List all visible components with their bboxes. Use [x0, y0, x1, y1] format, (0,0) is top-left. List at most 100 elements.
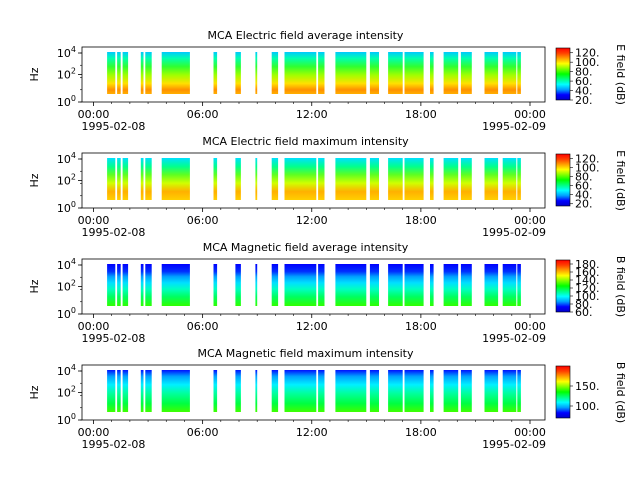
spectrogram-segment — [145, 370, 152, 412]
x-date-label: 1995-02-09 — [482, 438, 546, 451]
colorbar-label: B field (dB) — [614, 256, 627, 317]
colorbar-tick-label: 60. — [575, 306, 593, 319]
chart-title: MCA Electric field maximum intensity — [202, 135, 409, 148]
spectrogram-segment — [388, 264, 403, 306]
y-tick-label: 100 — [57, 306, 76, 321]
colorbar-tick-label: 80. — [575, 298, 593, 311]
x-date-label: 1995-02-08 — [82, 226, 146, 239]
spectrogram-segment — [318, 52, 325, 94]
x-tick-label: 00:00 — [78, 108, 110, 121]
spectrogram-segment — [107, 52, 116, 94]
x-tick-label: 00:00 — [514, 108, 546, 121]
y-tick-label: 100 — [57, 94, 76, 109]
x-date-label: 1995-02-09 — [482, 332, 546, 345]
chart-title: MCA Magnetic field maximum intensity — [198, 347, 414, 360]
colorbar-tick-label: 120. — [575, 47, 600, 60]
spectrogram-segment — [404, 370, 424, 412]
spectrogram-segment — [107, 370, 116, 412]
spectrogram-segment — [284, 264, 317, 306]
colorbar-label: E field (dB) — [614, 44, 627, 105]
spectrogram-segment — [443, 158, 459, 200]
panel-2: MCA Electric field maximum intensity 100 1… — [28, 135, 627, 239]
spectrogram-segment — [460, 158, 472, 200]
colorbar-tick-label: 60. — [575, 75, 593, 88]
spectrogram-segment — [443, 52, 459, 94]
spectrogram-segment — [140, 264, 144, 306]
spectrogram-segment — [443, 370, 459, 412]
x-tick-label: 00:00 — [514, 426, 546, 439]
y-axis-label: Hz — [28, 385, 41, 399]
panel-4: MCA Magnetic field maximum intensity 100 1… — [28, 347, 627, 451]
spectrogram-segment — [235, 158, 241, 200]
chart-title: MCA Magnetic field average intensity — [203, 241, 409, 254]
colorbar — [555, 365, 571, 419]
spectrogram-segment — [318, 158, 325, 200]
colorbar-tick-label: 150. — [575, 380, 600, 393]
spectrogram-segment — [284, 370, 317, 412]
y-tick-label: 104 — [57, 45, 76, 60]
y-tick-label: 102 — [57, 279, 76, 294]
spectrogram-segment — [271, 264, 279, 306]
x-tick-label: 06:00 — [187, 108, 219, 121]
spectrogram-segment — [140, 370, 144, 412]
spectrogram-segment — [122, 52, 129, 94]
x-tick-label: 12:00 — [296, 320, 328, 333]
colorbar-tick-label: 20. — [575, 198, 593, 211]
colorbar-tick-label: 100. — [575, 290, 600, 303]
spectrogram-segment — [335, 158, 367, 200]
chart-title: MCA Electric field average intensity — [208, 29, 404, 42]
panel-3: MCA Magnetic field average intensity 100 1… — [28, 241, 627, 345]
colorbar-label: E field (dB) — [614, 150, 627, 211]
spectrogram-segment — [117, 264, 121, 306]
x-tick-label: 18:00 — [405, 214, 437, 227]
spectrogram-segment — [145, 158, 152, 200]
spectrogram-segment — [388, 52, 403, 94]
spectrogram-segment — [213, 52, 218, 94]
colorbar-tick-label: 100. — [575, 400, 600, 413]
spectrogram-segment — [369, 52, 379, 94]
spectrogram-segment — [388, 158, 403, 200]
x-date-label: 1995-02-09 — [482, 226, 546, 239]
spectrogram-segment — [517, 264, 521, 306]
spectrogram-segment — [117, 370, 121, 412]
y-tick-label: 102 — [57, 385, 76, 400]
spectrogram-segment — [502, 264, 517, 306]
spectrogram-segment — [369, 370, 379, 412]
spectrogram-segment — [122, 264, 129, 306]
spectrogram-segment — [318, 370, 325, 412]
colorbar-tick-label: 80. — [575, 66, 593, 79]
colorbar-tick-label: 180. — [575, 258, 600, 271]
colorbar-tick-label: 80. — [575, 171, 593, 184]
spectrogram-segment — [284, 52, 317, 94]
spectrogram-segment — [430, 370, 434, 412]
colorbar-tick-label: 40. — [575, 85, 593, 98]
x-tick-label: 00:00 — [514, 214, 546, 227]
y-axis-label: Hz — [28, 279, 41, 293]
spectrogram-segment — [369, 158, 379, 200]
spectrogram-segment — [484, 158, 499, 200]
colorbar-tick-label: 60. — [575, 180, 593, 193]
panel-1: MCA Electric field average intensity 100 1… — [28, 29, 627, 133]
colorbar-tick-label: 140. — [575, 274, 600, 287]
spectrogram-segment — [271, 158, 279, 200]
x-date-label: 1995-02-08 — [82, 120, 146, 133]
x-date-label: 1995-02-08 — [82, 332, 146, 345]
x-tick-label: 00:00 — [78, 426, 110, 439]
spectrogram-segment — [161, 158, 190, 200]
spectrogram-segment — [284, 158, 317, 200]
colorbar-tick-label: 40. — [575, 189, 593, 202]
colorbar-label: B field (dB) — [614, 362, 627, 423]
colorbar-tick-label: 20. — [575, 94, 593, 107]
spectrogram-segment — [404, 264, 424, 306]
spectrogram-segment — [335, 264, 367, 306]
x-tick-label: 00:00 — [78, 320, 110, 333]
spectrogram-segment — [235, 370, 241, 412]
spectrogram-segment — [460, 52, 472, 94]
spectrogram-segment — [235, 52, 241, 94]
colorbar — [555, 153, 571, 207]
spectrogram-segment — [430, 158, 434, 200]
spectrogram-segment — [443, 264, 459, 306]
spectrogram-segment — [161, 52, 190, 94]
y-tick-label: 100 — [57, 200, 76, 215]
